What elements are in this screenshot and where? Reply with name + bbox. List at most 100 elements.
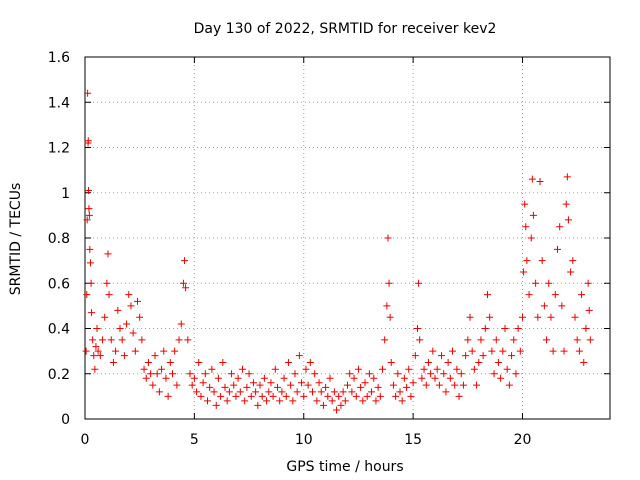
data-point [217, 392, 225, 400]
data-point [567, 268, 575, 276]
data-point [306, 358, 314, 366]
data-point [234, 374, 242, 382]
data-point [578, 291, 586, 299]
data-point [462, 352, 470, 360]
data-point [494, 358, 502, 366]
data-point [313, 397, 321, 405]
data-point [184, 336, 192, 344]
data-point [324, 392, 332, 400]
data-point [473, 381, 481, 389]
data-point [186, 370, 194, 378]
data-point [179, 279, 187, 287]
data-point [208, 365, 216, 373]
x-axis-tick-labels: 0 5 10 15 20 [81, 432, 532, 448]
data-point [499, 347, 507, 355]
data-point [370, 374, 378, 382]
data-point [190, 374, 198, 382]
data-point [228, 370, 236, 378]
data-point [522, 223, 530, 231]
data-point [330, 388, 338, 396]
data-point [195, 358, 203, 366]
data-point [252, 388, 260, 396]
data-point [405, 365, 413, 373]
data-point [508, 352, 516, 360]
data-point [304, 381, 312, 389]
data-point [86, 259, 94, 267]
data-point [415, 279, 423, 287]
data-point [289, 397, 297, 405]
data-point [87, 279, 95, 287]
data-point [545, 279, 553, 287]
data-point [438, 352, 446, 360]
data-point [354, 365, 362, 373]
data-point [433, 365, 441, 373]
data-point [265, 388, 273, 396]
data-point [359, 397, 367, 405]
data-point [322, 383, 330, 391]
data-point [84, 137, 92, 145]
data-point [204, 397, 211, 405]
data-point [573, 336, 581, 344]
data-point [274, 383, 281, 391]
data-point [276, 397, 284, 405]
data-point [368, 388, 376, 396]
data-point [457, 370, 465, 378]
data-point [501, 325, 509, 332]
data-point [398, 397, 406, 405]
data-point [521, 200, 529, 208]
data-point [532, 279, 540, 287]
data-point [127, 302, 135, 310]
data-point [394, 370, 402, 378]
x-tick-label: 0 [81, 432, 90, 448]
y-tick-label: 0.8 [48, 231, 70, 247]
data-point [490, 370, 498, 378]
data-point [101, 313, 109, 321]
data-point [89, 336, 97, 344]
data-point [381, 336, 389, 344]
axis-ticks [84, 56, 610, 420]
data-point [269, 392, 277, 400]
data-point [520, 268, 528, 276]
x-tick-label: 10 [295, 432, 313, 448]
data-point [193, 388, 201, 396]
data-point [219, 358, 227, 366]
y-tick-label: 0 [61, 412, 70, 428]
data-point [335, 392, 343, 400]
data-point [199, 379, 207, 387]
data-point [352, 392, 360, 400]
data-point [344, 381, 351, 389]
data-point [411, 352, 419, 360]
data-point [155, 388, 163, 396]
data-point [241, 397, 249, 405]
data-point [451, 381, 459, 389]
data-point [554, 245, 561, 253]
data-point [510, 336, 518, 344]
data-point [212, 401, 220, 409]
data-point [407, 392, 415, 400]
data-point [529, 211, 537, 219]
data-point [348, 388, 356, 396]
data-point [475, 358, 483, 366]
data-point [543, 336, 551, 344]
data-point [214, 374, 222, 382]
data-point [99, 336, 106, 344]
data-point [260, 374, 268, 382]
data-point [341, 397, 349, 405]
data-point [280, 374, 288, 382]
data-point [162, 374, 170, 382]
data-point [582, 325, 590, 332]
data-point [300, 392, 308, 400]
data-point [116, 325, 124, 332]
data-point [527, 234, 535, 242]
data-point [575, 347, 583, 355]
data-point [88, 309, 96, 317]
data-point [538, 257, 546, 265]
data-point [84, 89, 92, 97]
data-point [374, 383, 382, 391]
data-point [551, 291, 559, 299]
data-point [361, 379, 369, 387]
data-point [315, 379, 323, 387]
data-point [528, 175, 536, 183]
data-point [363, 392, 371, 400]
data-point [175, 336, 183, 344]
